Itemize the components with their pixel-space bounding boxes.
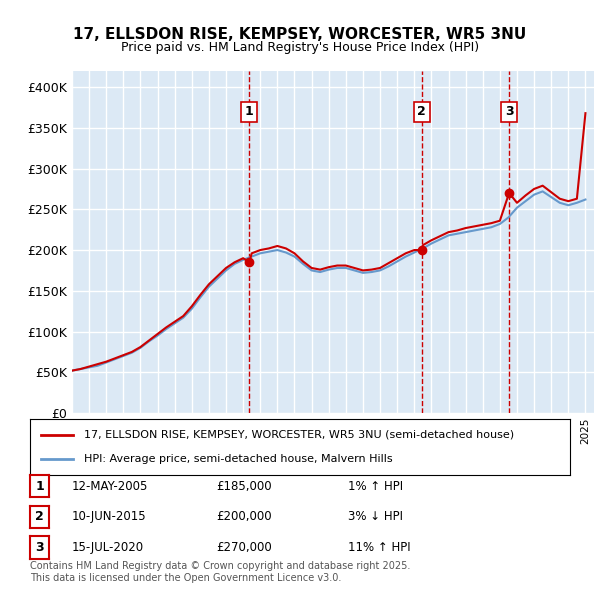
Text: 3% ↓ HPI: 3% ↓ HPI xyxy=(348,510,403,523)
Text: 12-MAY-2005: 12-MAY-2005 xyxy=(72,480,148,493)
Text: 2: 2 xyxy=(35,510,44,523)
Text: £270,000: £270,000 xyxy=(216,541,272,554)
Text: £200,000: £200,000 xyxy=(216,510,272,523)
Text: Price paid vs. HM Land Registry's House Price Index (HPI): Price paid vs. HM Land Registry's House … xyxy=(121,41,479,54)
Text: 3: 3 xyxy=(505,106,514,119)
Text: 17, ELLSDON RISE, KEMPSEY, WORCESTER, WR5 3NU: 17, ELLSDON RISE, KEMPSEY, WORCESTER, WR… xyxy=(73,27,527,41)
Text: 3: 3 xyxy=(35,541,44,554)
Text: Contains HM Land Registry data © Crown copyright and database right 2025.
This d: Contains HM Land Registry data © Crown c… xyxy=(30,561,410,583)
Text: 1: 1 xyxy=(245,106,254,119)
Text: 10-JUN-2015: 10-JUN-2015 xyxy=(72,510,146,523)
Text: £185,000: £185,000 xyxy=(216,480,272,493)
Text: HPI: Average price, semi-detached house, Malvern Hills: HPI: Average price, semi-detached house,… xyxy=(84,454,392,464)
Text: 1: 1 xyxy=(35,480,44,493)
Text: 2: 2 xyxy=(418,106,426,119)
Text: 1% ↑ HPI: 1% ↑ HPI xyxy=(348,480,403,493)
Text: 17, ELLSDON RISE, KEMPSEY, WORCESTER, WR5 3NU (semi-detached house): 17, ELLSDON RISE, KEMPSEY, WORCESTER, WR… xyxy=(84,430,514,440)
Text: 15-JUL-2020: 15-JUL-2020 xyxy=(72,541,144,554)
Text: 11% ↑ HPI: 11% ↑ HPI xyxy=(348,541,410,554)
